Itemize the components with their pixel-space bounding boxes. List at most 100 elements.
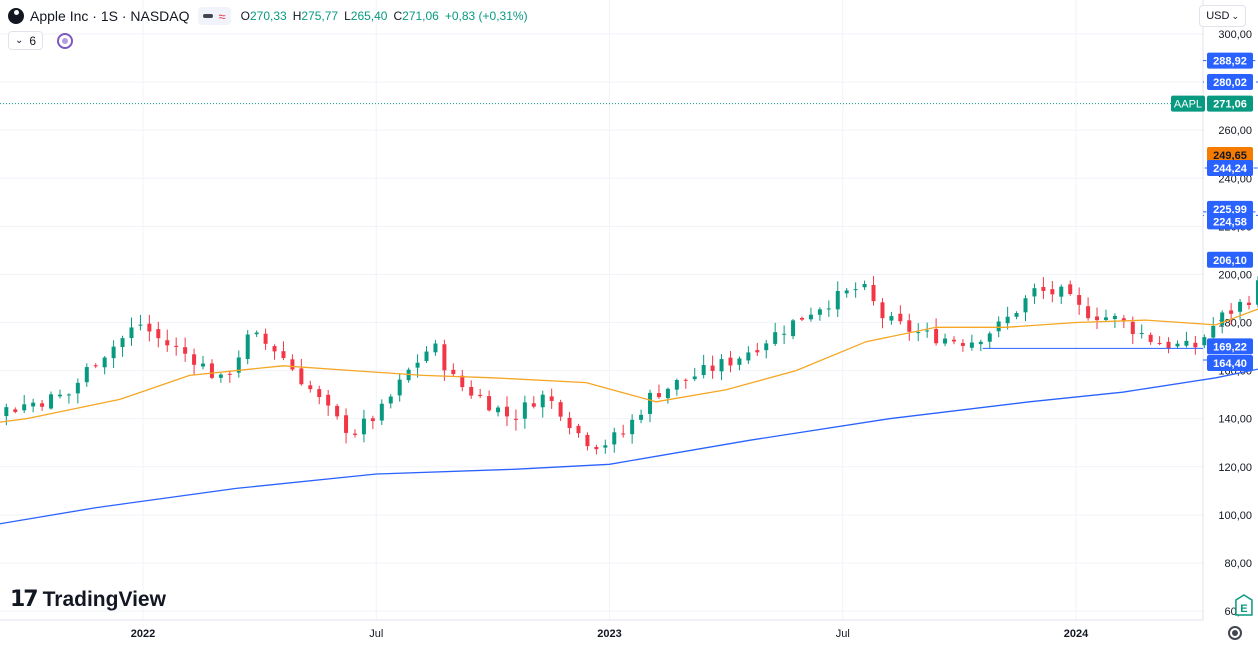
candle-body bbox=[13, 409, 18, 412]
candle-body bbox=[335, 405, 340, 417]
price-label-text: 164,40 bbox=[1213, 358, 1247, 370]
y-tick-label: 120,00 bbox=[1218, 462, 1252, 474]
candle-body bbox=[129, 327, 134, 339]
candle-body bbox=[183, 347, 188, 354]
tradingview-logo[interactable]: 17 TradingView bbox=[10, 587, 166, 612]
candle-body bbox=[513, 418, 518, 420]
price-label: 224,58 bbox=[1207, 213, 1253, 230]
gear-icon[interactable] bbox=[1228, 626, 1242, 640]
y-tick-label: 300,00 bbox=[1218, 29, 1252, 41]
indicators-count: 6 bbox=[29, 33, 37, 48]
price-label: 271,06 AAPL bbox=[1171, 95, 1253, 112]
candle-body bbox=[728, 357, 733, 366]
price-label: 249,65 bbox=[1207, 147, 1253, 164]
price-label-text: 224,58 bbox=[1213, 216, 1247, 228]
candle-body bbox=[4, 407, 9, 417]
price-label-text: 271,06 bbox=[1213, 99, 1247, 111]
candle-body bbox=[925, 330, 930, 332]
candle-body bbox=[826, 308, 831, 310]
candle-body bbox=[504, 406, 509, 417]
candle-body bbox=[549, 396, 554, 401]
candle-body bbox=[934, 329, 939, 344]
candle-body bbox=[344, 415, 349, 433]
candle-body bbox=[209, 363, 214, 378]
candle-body bbox=[567, 417, 572, 429]
price-label-box bbox=[1207, 74, 1253, 91]
candle-body bbox=[496, 407, 501, 413]
candle-body bbox=[227, 373, 232, 375]
candle-body bbox=[585, 434, 590, 447]
high-label: H bbox=[292, 9, 302, 23]
wave-icon[interactable]: ≈ bbox=[218, 8, 226, 24]
indicators-collapse-button[interactable]: ⌄ 6 bbox=[8, 31, 44, 50]
candle-body bbox=[576, 425, 581, 434]
candle-body bbox=[165, 340, 170, 346]
candle-body bbox=[621, 433, 626, 435]
candle-body bbox=[397, 379, 402, 396]
candle-body bbox=[612, 432, 617, 445]
candle-body bbox=[272, 346, 277, 352]
candle-body bbox=[1041, 286, 1046, 291]
candle-body bbox=[978, 341, 983, 345]
candle-body bbox=[531, 403, 536, 407]
candle-body bbox=[326, 394, 331, 406]
candle-body bbox=[236, 357, 241, 373]
candle-body bbox=[487, 396, 492, 411]
candle-body bbox=[692, 376, 697, 380]
price-label-text: 249,65 bbox=[1213, 150, 1247, 162]
price-label-text: 225,99 bbox=[1213, 204, 1247, 216]
ma50-line bbox=[0, 308, 1258, 423]
candle-body bbox=[388, 396, 393, 404]
candle-body bbox=[871, 284, 876, 302]
candle-body bbox=[1139, 332, 1144, 334]
candle-body bbox=[1086, 306, 1091, 319]
candle-body bbox=[415, 362, 420, 368]
candle-body bbox=[996, 321, 1001, 332]
candle-body bbox=[1103, 317, 1108, 320]
candle-body bbox=[120, 338, 125, 348]
minus-icon[interactable] bbox=[202, 14, 213, 18]
candle-body bbox=[1157, 343, 1162, 345]
candle-body bbox=[1193, 342, 1198, 348]
candle-body bbox=[1229, 310, 1234, 314]
price-label-box bbox=[1207, 52, 1253, 69]
candle-body bbox=[254, 332, 259, 335]
high-value: 275,77 bbox=[301, 9, 339, 23]
candle-body bbox=[460, 375, 465, 388]
currency-selector[interactable]: USD ⌄ bbox=[1199, 5, 1246, 27]
x-tick-label: 2022 bbox=[131, 628, 155, 640]
candle-body bbox=[648, 392, 653, 414]
candle-body bbox=[817, 309, 822, 315]
candle-body bbox=[299, 368, 304, 385]
earnings-marker-label: E bbox=[1240, 603, 1247, 615]
candle-body bbox=[594, 446, 599, 450]
x-tick-label: 2024 bbox=[1064, 628, 1089, 640]
candle-body bbox=[57, 394, 62, 397]
candle-body bbox=[1148, 334, 1153, 342]
candle-body bbox=[281, 351, 286, 358]
candle-body bbox=[1238, 301, 1243, 312]
candle-body bbox=[31, 402, 36, 407]
candle-body bbox=[424, 351, 429, 361]
candle-body bbox=[317, 389, 322, 398]
candle-body bbox=[674, 380, 679, 390]
candle-body bbox=[1184, 340, 1189, 346]
symbol-title[interactable]: Apple Inc · 1S · NASDAQ bbox=[30, 8, 190, 24]
price-label-text: 280,02 bbox=[1213, 77, 1247, 89]
price-label: 225,99 bbox=[1207, 200, 1253, 217]
candle-body bbox=[1202, 337, 1207, 346]
sync-icon[interactable] bbox=[57, 32, 74, 49]
earnings-marker[interactable]: E bbox=[1235, 594, 1253, 616]
candle-body bbox=[1130, 321, 1135, 335]
y-tick-label: 80,00 bbox=[1224, 558, 1252, 570]
earnings-marker-shape[interactable] bbox=[1235, 594, 1253, 616]
candle-body bbox=[844, 290, 849, 294]
close-value: 271,06 bbox=[402, 9, 439, 23]
candle-body bbox=[66, 394, 71, 396]
candle-body bbox=[156, 329, 161, 339]
candle-body bbox=[907, 320, 912, 332]
indicator-toggle[interactable]: ≈ bbox=[197, 7, 231, 25]
price-label: 244,24 bbox=[1207, 160, 1253, 177]
open-label: O bbox=[240, 9, 250, 23]
